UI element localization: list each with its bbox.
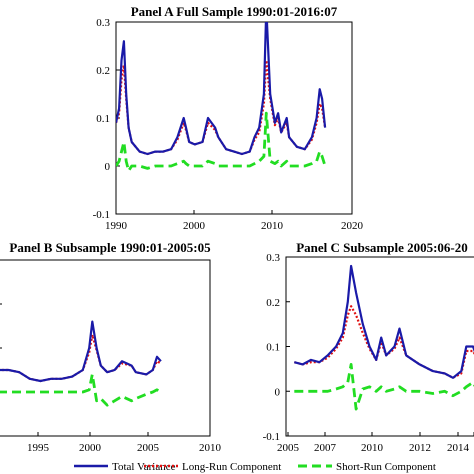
panel-c-ytick-label: -0.1 [263, 431, 280, 443]
panel-c-chart: Panel C Subsample 2005:06-20 -0.1 0 0.1 0.2… [263, 240, 474, 454]
legend-label-total-variance: Total Variance [112, 461, 176, 473]
panel-a-xtick-label: 2000 [183, 220, 206, 232]
panel-a-ytick-label: 0.2 [96, 65, 110, 77]
panel-a-ytick-label: -0.1 [93, 209, 110, 221]
panel-b-title: Panel B Subsample 1990:01-2005:05 [9, 240, 211, 255]
panel-c-series-total-variance [294, 264, 474, 379]
panel-a-ytick-label: 0 [105, 161, 111, 173]
panel-a-ytick-label: 0.3 [96, 17, 110, 29]
panel-a-axes-box [115, 21, 353, 215]
panel-b-series-total-variance [0, 320, 162, 383]
panel-c-ytick-label: 0.1 [266, 342, 280, 354]
panel-a-ytick-label: 0.1 [96, 113, 110, 125]
panel-b-axes-box [0, 259, 211, 437]
panel-c-ytick-label: 0.3 [266, 252, 280, 264]
panel-c-ytick-label: 0.2 [266, 297, 280, 309]
panel-a-series-total-variance [116, 22, 327, 156]
panel-c-xtick-label: 2012 [409, 442, 431, 454]
panel-c-series-short-run-component [294, 362, 474, 411]
panel-c-xtick-label: 2010 [361, 442, 384, 454]
panel-b-xtick-label: 1995 [27, 442, 50, 454]
panel-c-xtick-label: 2007 [314, 442, 337, 454]
panel-b-xtick-label: 2010 [199, 442, 222, 454]
panel-c-ytick-label: 0 [275, 386, 281, 398]
panel-a-chart: Panel A Full Sample 1990:01-2016:07 -0.1… [93, 4, 364, 232]
legend-label-short-run: Short-Run Component [336, 461, 436, 473]
legend-label-long-run: Long-Run Component [182, 461, 281, 473]
panel-a-series-short-run-component [116, 111, 327, 173]
panel-c-xtick-label: 2014 [447, 442, 470, 454]
panel-a-xtick-label: 2010 [261, 220, 284, 232]
panel-c-title: Panel C Subsample 2005:06-20 [296, 240, 468, 255]
panel-a-title: Panel A Full Sample 1990:01-2016:07 [131, 4, 338, 19]
panel-a-xtick-label: 2020 [341, 220, 364, 232]
panel-b-series-short-run-component [0, 372, 162, 407]
panel-c-xtick-label: 2005 [277, 442, 300, 454]
panel-b-xtick-label: 2005 [137, 442, 160, 454]
panel-b-xtick-label: 2000 [79, 442, 102, 454]
panel-a-xtick-label: 1990 [105, 220, 128, 232]
panel-b-chart: Panel B Subsample 1990:01-2005:05 1995 20… [0, 240, 222, 454]
legend: Total Variance Long-Run Component Short-… [74, 461, 436, 473]
